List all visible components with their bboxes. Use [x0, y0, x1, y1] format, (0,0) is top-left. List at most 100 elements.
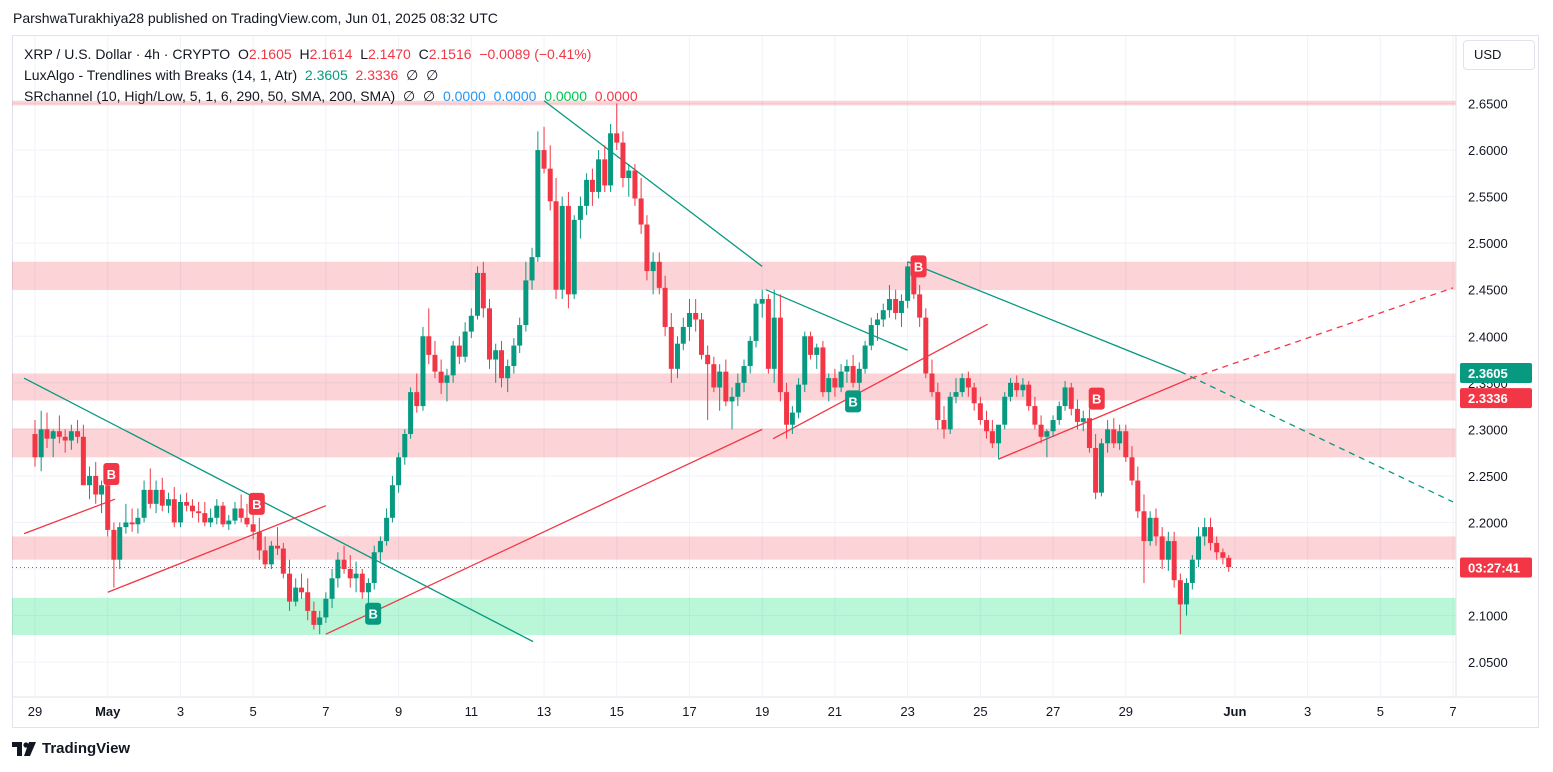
indicator-name-srchannel[interactable]: SRchannel (10, High/Low, 5, 1, 6, 290, 5…: [24, 88, 396, 104]
candle-body: [238, 508, 244, 518]
legend-high-value: 2.1614: [309, 46, 353, 62]
legend-symbol[interactable]: XRP / U.S. Dollar · 4h · CRYPTO: [24, 46, 231, 62]
candle-body: [208, 517, 214, 523]
candle-body: [1008, 382, 1014, 397]
candle-body: [886, 299, 892, 311]
candle-body: [753, 303, 759, 341]
price-badge-box: [1460, 363, 1532, 384]
candle-body: [268, 545, 274, 565]
candle-body: [868, 325, 874, 346]
x-tick-label: 3: [177, 704, 184, 719]
break-label-text: B: [368, 607, 377, 622]
legend-low-value: 2.1470: [367, 46, 411, 62]
candle-body: [408, 392, 414, 435]
candle-body: [820, 347, 826, 393]
candle-body: [905, 266, 911, 301]
candle-body: [468, 315, 474, 332]
indicator-sr-value-1: ∅: [403, 88, 416, 104]
x-tick-label: 19: [755, 704, 769, 719]
candle-body: [1062, 387, 1068, 407]
currency-button[interactable]: USD: [1463, 40, 1535, 70]
candle-body: [335, 559, 341, 579]
candle-body: [323, 598, 329, 618]
x-tick-label: 17: [682, 704, 696, 719]
candle-body: [717, 371, 723, 388]
candle-body: [1026, 384, 1032, 407]
chart-frame: [12, 35, 1539, 728]
candle-body: [232, 508, 238, 521]
candle-body: [1111, 429, 1117, 444]
break-label-text: B: [252, 497, 261, 512]
candle-body: [984, 420, 990, 432]
x-tick-label: 23: [900, 704, 914, 719]
candle-body: [159, 489, 165, 506]
candle-body: [759, 299, 765, 304]
candle-body: [341, 559, 347, 569]
candle-body: [1117, 431, 1123, 444]
candle-body: [177, 501, 183, 523]
tradingview-logo[interactable]: TradingView: [12, 740, 130, 757]
candle-body: [32, 434, 38, 458]
candle-body: [244, 517, 250, 525]
candle-body: [747, 340, 753, 367]
y-tick-label: 2.2500: [1468, 469, 1508, 484]
candle-body: [432, 354, 438, 372]
candle-body: [256, 531, 262, 551]
candle-body: [165, 499, 171, 506]
candle-body: [347, 569, 353, 579]
candle-body: [529, 257, 535, 281]
sr-zone: [12, 373, 1456, 401]
candle-body: [1002, 396, 1008, 425]
candle-body: [547, 168, 553, 202]
candle-body: [80, 436, 86, 486]
trendline: [543, 100, 763, 267]
candle-body: [1189, 559, 1195, 583]
candle-body: [384, 517, 390, 542]
candle-body: [1159, 536, 1165, 560]
candle-body: [311, 610, 317, 625]
candle-body: [517, 325, 523, 346]
candle-body: [632, 170, 638, 199]
indicator-sr-value-5: 0.0000: [544, 88, 588, 104]
candle-body: [450, 345, 456, 376]
indicator-luxalgo-value-1: 2.3605: [304, 67, 348, 83]
candle-body: [826, 378, 832, 393]
legend-indicator-luxalgo: LuxAlgo - Trendlines with Breaks (14, 1,…: [24, 65, 638, 86]
candle-body: [674, 343, 680, 369]
candle-body: [123, 522, 129, 528]
candle-body: [662, 287, 668, 327]
candle-body: [280, 548, 286, 574]
candle-body: [626, 170, 632, 178]
candle-body: [62, 436, 68, 441]
candle-body: [396, 457, 402, 486]
trendline: [765, 289, 908, 351]
break-label-box: [1088, 387, 1105, 410]
candle-body: [505, 366, 511, 379]
x-tick-label: Jun: [1223, 704, 1246, 719]
candle-body: [1196, 536, 1202, 560]
candle-body: [414, 392, 420, 407]
candle-body: [493, 350, 499, 360]
indicator-name-luxalgo[interactable]: LuxAlgo - Trendlines with Breaks (14, 1,…: [24, 67, 298, 83]
publisher-credit: ParshwaTurakhiya28 published on TradingV…: [13, 10, 498, 26]
candle-body: [844, 366, 850, 372]
trendline: [772, 323, 988, 440]
y-tick-label: 2.6500: [1468, 97, 1508, 112]
candle-body: [389, 485, 395, 518]
candle-body: [1129, 457, 1135, 481]
candle-body: [614, 133, 620, 143]
candle-body: [917, 294, 923, 318]
candle-body: [305, 592, 311, 611]
x-tick-label: 5: [1377, 704, 1384, 719]
candle-body: [365, 582, 371, 593]
candle-body: [329, 578, 335, 599]
candle-body: [135, 517, 141, 525]
candle-body: [893, 299, 899, 313]
candle-body: [111, 529, 117, 560]
indicator-sr-value-6: 0.0000: [594, 88, 638, 104]
candle-body: [1208, 527, 1214, 543]
legend-close-value: 2.1516: [428, 46, 472, 62]
candle-body: [571, 219, 577, 295]
candle-body: [802, 336, 808, 385]
